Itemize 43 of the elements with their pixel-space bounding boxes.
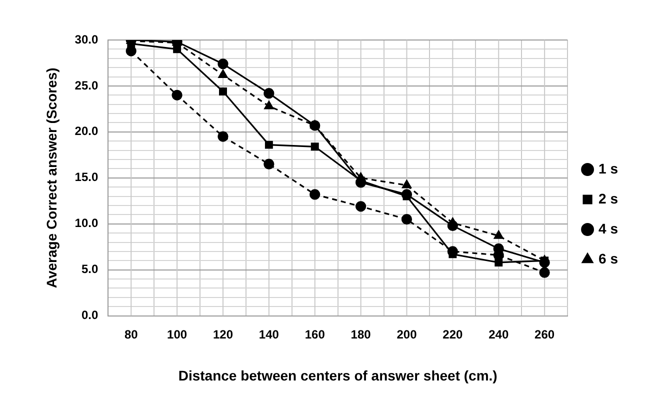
point	[172, 90, 182, 100]
point	[402, 180, 412, 188]
y-tick-label: 30.0	[74, 32, 98, 46]
legend-label: 2 s	[598, 190, 618, 206]
y-tick-label: 0.0	[81, 308, 98, 322]
point	[219, 88, 227, 96]
legend-label: 1 s	[598, 160, 618, 176]
point	[494, 230, 504, 239]
point	[401, 214, 412, 225]
x-tick-label: 120	[212, 327, 234, 342]
x-tick-label: 260	[534, 327, 555, 342]
y-axis-title: Average Correct answer (Scores)	[43, 68, 60, 288]
y-tick-label: 5.0	[81, 262, 98, 276]
x-tick-label: 180	[350, 327, 372, 342]
x-axis-title: Distance between centers of answer sheet (cm.)	[178, 367, 498, 384]
x-tick-label: 160	[304, 327, 326, 342]
x-tick-label: 200	[396, 327, 418, 342]
point	[173, 45, 182, 54]
y-tick-label: 10.0	[74, 216, 98, 230]
point	[218, 70, 228, 78]
x-tick-label: 140	[258, 327, 280, 342]
point	[310, 189, 320, 200]
point	[447, 246, 458, 257]
point	[447, 220, 458, 232]
y-tick-label: 15.0	[74, 170, 98, 184]
x-tick-label: 220	[442, 327, 464, 342]
point	[264, 100, 274, 110]
point	[264, 158, 274, 170]
point	[126, 46, 136, 56]
point	[356, 201, 366, 212]
legend-label: 6 s	[598, 250, 618, 266]
point	[218, 58, 228, 70]
point	[264, 88, 274, 99]
y-tick-label: 20.0	[74, 124, 98, 138]
point	[264, 140, 273, 149]
point	[310, 142, 319, 151]
point	[539, 267, 550, 278]
legend-label: 4 s	[598, 220, 618, 236]
x-tick-label: 240	[488, 327, 509, 342]
x-tick-label: 100	[167, 327, 188, 342]
x-tick-label: 80	[124, 327, 138, 342]
y-tick-label: 25.0	[74, 78, 98, 92]
point	[218, 131, 228, 142]
